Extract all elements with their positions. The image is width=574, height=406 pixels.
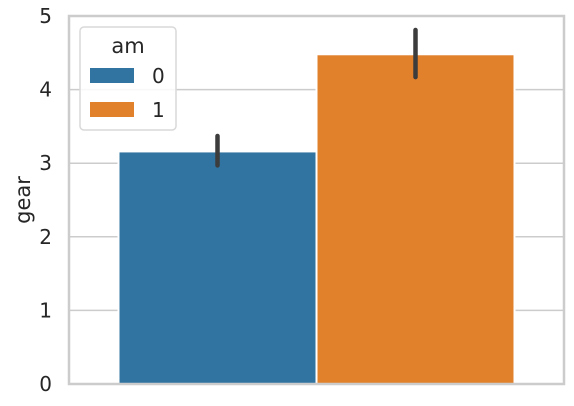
legend-label-1: 1 [152,98,165,122]
plot-frame [67,14,566,386]
legend-swatch-1 [90,102,134,117]
bar-am-1 [315,53,516,385]
y-tick-label: 3 [39,151,52,175]
y-tick-label: 4 [39,78,52,102]
bars [117,53,516,385]
y-tick-label: 2 [39,225,52,249]
error-bars [215,27,418,168]
legend-swatch-0 [90,68,134,83]
legend-title: am [111,34,144,58]
legend: am 0 1 [79,26,177,131]
y-tick-label: 0 [39,372,52,396]
y-tick-label: 1 [39,298,52,322]
y-tick-label: 5 [39,4,52,28]
y-axis-ticks: 0 1 2 3 4 5 [39,4,52,396]
bar-am-0 [117,150,318,385]
legend-label-0: 0 [152,64,165,88]
y-axis-label: gear [11,176,35,224]
